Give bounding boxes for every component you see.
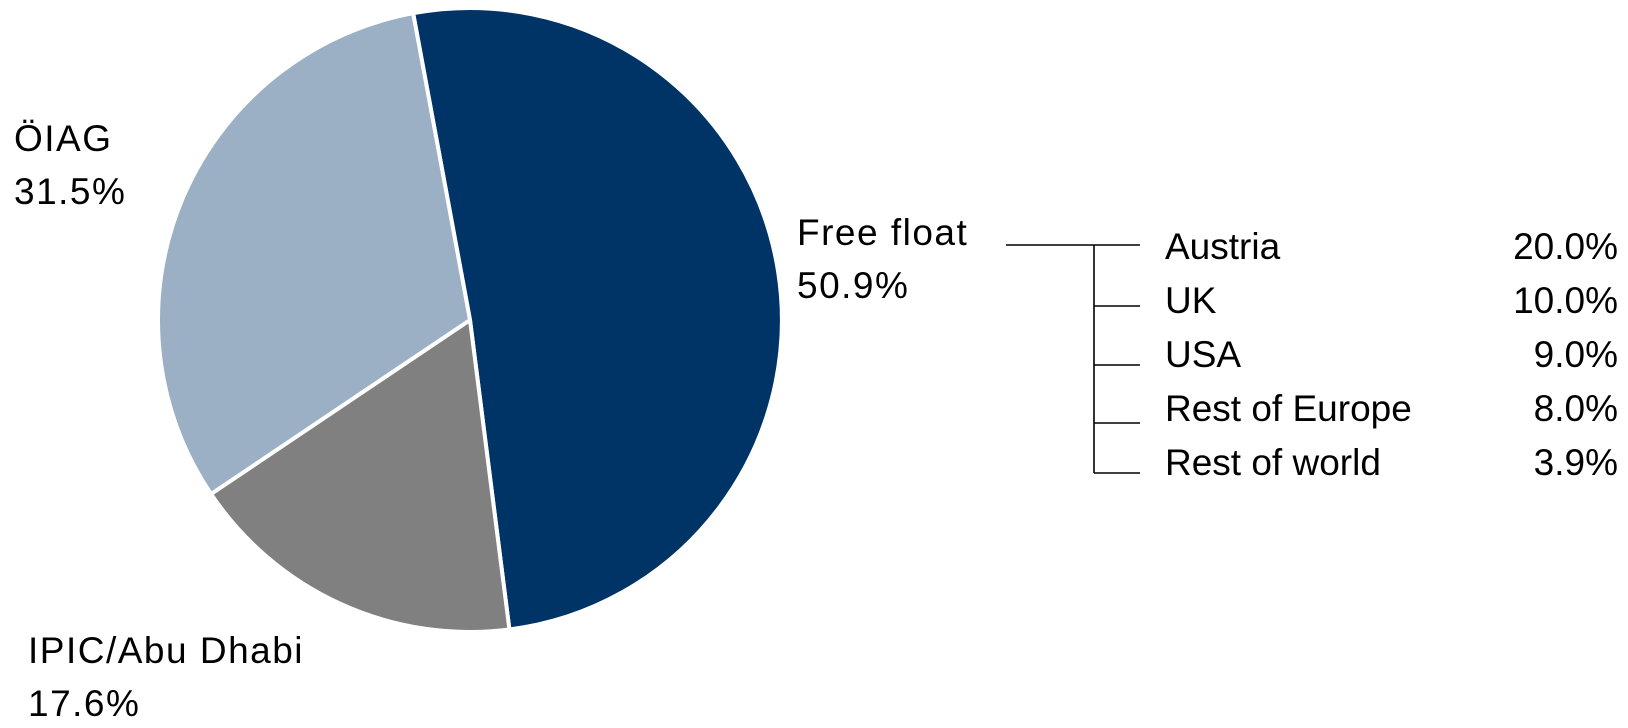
slice-value-oiag: 31.5% bbox=[14, 171, 126, 212]
breakdown-label-rest-of-world: Rest of world bbox=[1165, 442, 1381, 483]
slice-label-free-float: Free float bbox=[797, 212, 968, 253]
breakdown-label-rest-of-europe: Rest of Europe bbox=[1165, 388, 1412, 429]
pie-slice-ipic-abu-dhabi bbox=[209, 318, 512, 634]
pie-slice-iag bbox=[156, 11, 472, 497]
breakdown-value-rest-of-europe: 8.0% bbox=[1534, 388, 1618, 429]
slice-label-ipic: IPIC/Abu Dhabi bbox=[28, 630, 304, 671]
breakdown-label-austria: Austria bbox=[1165, 226, 1281, 267]
breakdown-label-uk: UK bbox=[1165, 280, 1217, 321]
breakdown-table: Austria 20.0% UK 10.0% USA 9.0% Rest of … bbox=[1165, 226, 1618, 483]
breakdown-value-rest-of-world: 3.9% bbox=[1534, 442, 1618, 483]
breakdown-label-usa: USA bbox=[1165, 334, 1241, 375]
slice-label-oiag: ÖIAG bbox=[14, 118, 113, 159]
breakdown-value-uk: 10.0% bbox=[1513, 280, 1618, 321]
pie-slice-free-float bbox=[411, 6, 784, 632]
slice-value-ipic: 17.6% bbox=[28, 683, 140, 724]
breakdown-value-usa: 9.0% bbox=[1534, 334, 1618, 375]
slice-value-free-float: 50.9% bbox=[797, 265, 909, 306]
breakdown-connector bbox=[1006, 244, 1140, 474]
pie-slices bbox=[156, 6, 784, 634]
breakdown-value-austria: 20.0% bbox=[1513, 226, 1618, 267]
